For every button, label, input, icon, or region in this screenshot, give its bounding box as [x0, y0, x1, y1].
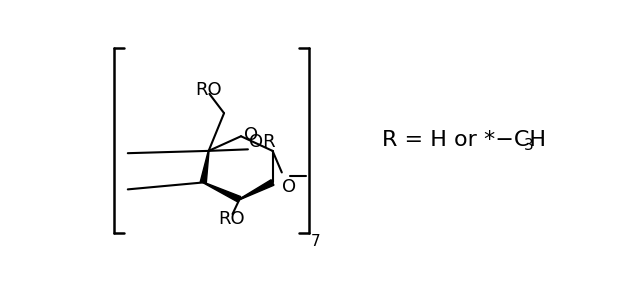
Text: RO: RO [196, 81, 222, 99]
Text: 7: 7 [311, 234, 321, 249]
Text: RO: RO [219, 210, 245, 228]
Polygon shape [200, 151, 209, 183]
Polygon shape [203, 182, 241, 202]
Text: R = H or *−CH: R = H or *−CH [382, 130, 546, 150]
Text: OR: OR [250, 133, 276, 151]
Text: O: O [244, 127, 258, 144]
Polygon shape [239, 180, 274, 200]
Text: 3: 3 [524, 138, 533, 153]
Text: O: O [282, 178, 296, 196]
